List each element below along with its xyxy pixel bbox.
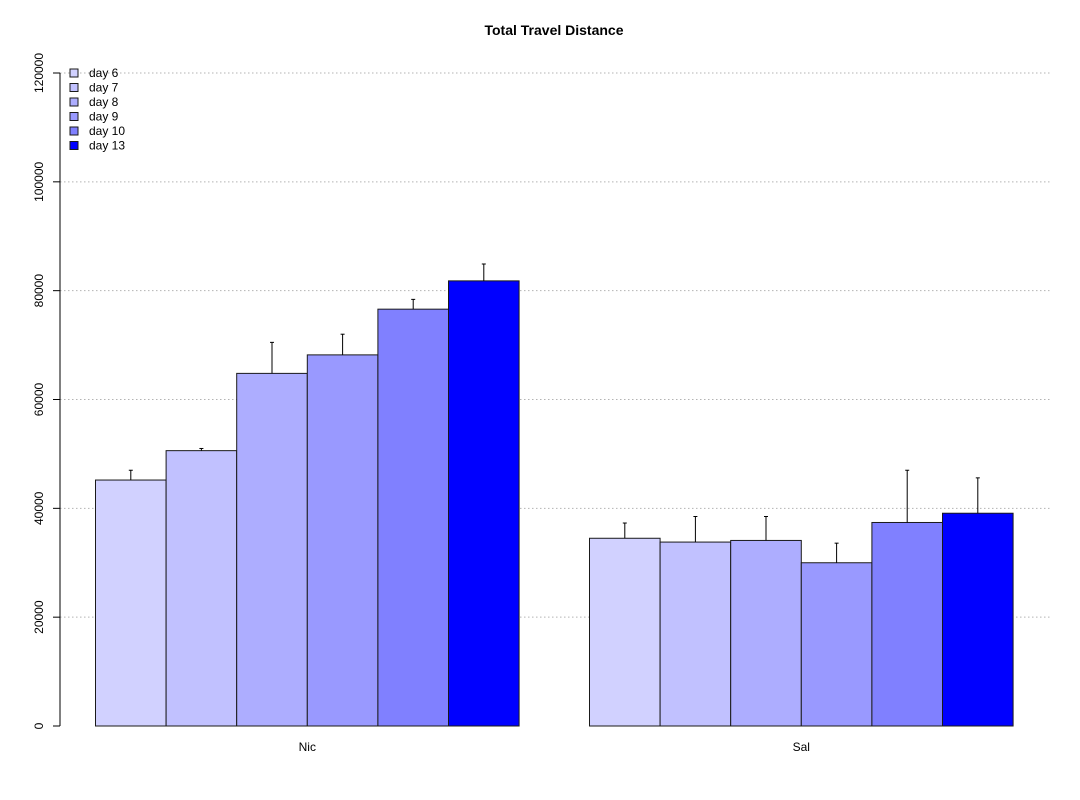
bar [306,354,379,727]
legend-swatch [69,141,79,150]
chart-title: Total Travel Distance [484,22,623,38]
legend-label: day 8 [89,95,119,109]
legend-swatch [69,126,79,136]
y-tick-label: 60000 [32,382,46,416]
bars [95,280,1014,727]
bar [236,372,308,727]
legend-label: day 9 [89,110,119,124]
legend-swatch [69,112,79,121]
legend-label: day 6 [89,66,119,80]
bar [165,450,238,727]
bar [871,521,944,727]
category-labels: Nic Sal [299,740,810,754]
category-label: Nic [299,740,316,754]
legend-swatch [69,68,79,78]
error-bars [128,263,980,563]
y-tick-label: 120000 [32,53,46,93]
legend-label: day 10 [89,124,125,138]
legend-label: day 7 [89,81,119,95]
bar [377,308,449,727]
y-tick-label: 40000 [32,491,46,525]
y-tick-label: 80000 [32,274,46,308]
bar [448,280,520,727]
y-tick-label: 100000 [32,161,46,201]
y-axis: 0 20000 40000 60000 80000 100000 120000 [32,53,61,729]
bar [800,562,873,727]
bar [730,539,802,727]
bar [659,541,732,727]
legend-swatch [69,97,79,107]
legend-swatch [69,83,79,92]
bar [942,512,1014,727]
y-tick-label: 20000 [32,600,46,634]
bar [589,537,661,727]
category-label: Sal [793,740,810,754]
y-tick-label: 0 [32,722,46,729]
bar [95,479,167,727]
legend-label: day 13 [89,139,125,153]
